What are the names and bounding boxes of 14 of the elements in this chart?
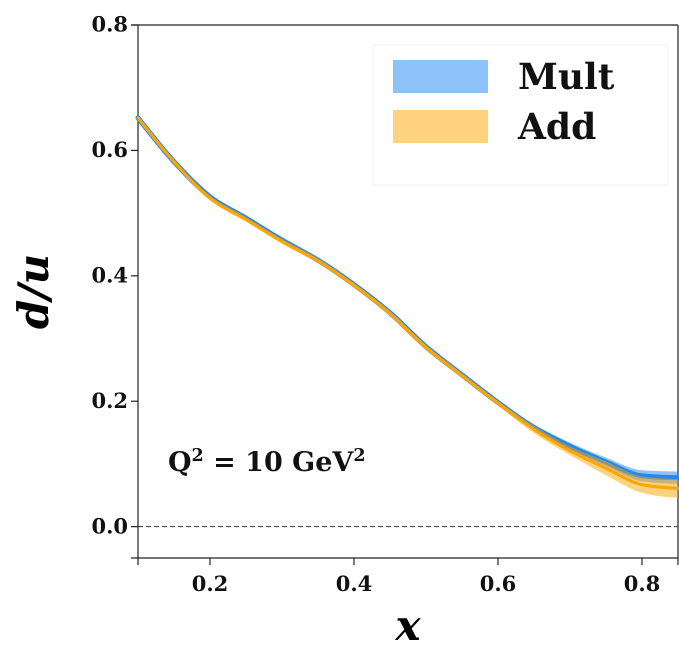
legend-label: Add [517, 106, 596, 148]
x-tick-label: 0.4 [336, 571, 372, 596]
y-tick-label: 0.2 [91, 388, 128, 413]
x-tick-label: 0.6 [480, 571, 516, 596]
annotation: Q$^{2}$ = 10 GeV$^{2}$ [168, 446, 366, 478]
legend-label: Mult [518, 56, 615, 98]
x-axis-title: x [394, 601, 422, 650]
y-axis-title: d/u [9, 254, 58, 330]
y-tick-label: 0.6 [91, 137, 128, 162]
y-tick-label: 0.8 [91, 12, 128, 37]
y-tick-label: 0.4 [91, 262, 128, 288]
y-tick-label: 0.0 [91, 513, 128, 538]
x-tick-label: 0.2 [192, 571, 228, 596]
x-tick-label: 0.8 [624, 571, 660, 596]
